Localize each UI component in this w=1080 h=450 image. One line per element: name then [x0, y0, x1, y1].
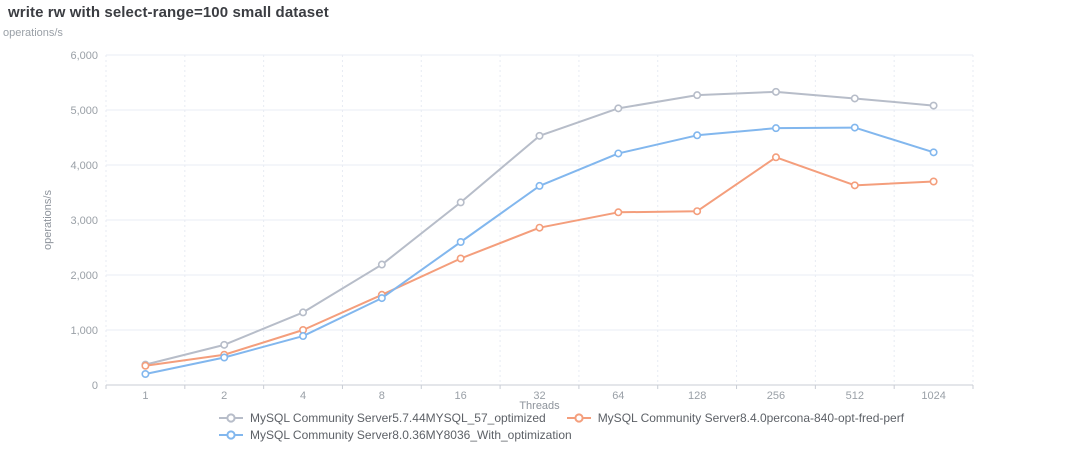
data-point[interactable] [299, 308, 308, 317]
data-point[interactable] [850, 123, 859, 132]
legend-item-mysql-8036[interactable]: MySQL Community Server8.0.36MY8036_With_… [218, 428, 572, 442]
data-point[interactable] [771, 87, 780, 96]
y-tick-label: 1,000 [70, 325, 98, 337]
x-tick-label: 8 [379, 390, 385, 402]
data-point[interactable] [614, 149, 623, 158]
data-point[interactable] [535, 223, 544, 232]
x-tick-label: 16 [455, 390, 467, 402]
data-point[interactable] [614, 104, 623, 113]
data-point[interactable] [141, 361, 150, 370]
data-point[interactable] [693, 131, 702, 140]
data-point[interactable] [693, 207, 702, 216]
data-point[interactable] [614, 208, 623, 217]
y-units-label: operations/s [3, 27, 63, 39]
data-point[interactable] [535, 131, 544, 140]
y-tick-label: 4,000 [70, 160, 98, 172]
x-axis-title: Threads [519, 400, 560, 412]
x-tick-label: 2 [221, 390, 227, 402]
data-point[interactable] [771, 153, 780, 162]
data-point[interactable] [771, 124, 780, 133]
legend-item-label: MySQL Community Server8.0.36MY8036_With_… [250, 428, 572, 442]
y-tick-label: 6,000 [70, 50, 98, 62]
data-point[interactable] [456, 254, 465, 263]
x-tick-label: 512 [846, 390, 864, 402]
legend-line-circle-marker-icon [219, 413, 243, 423]
data-point[interactable] [220, 340, 229, 349]
chart-title: write rw with select-range=100 small dat… [8, 4, 329, 21]
legend-line-circle-marker-icon [219, 430, 243, 440]
x-tick-label: 1024 [921, 390, 945, 402]
legend-item-label: MySQL Community Server5.7.44MYSQL_57_opt… [250, 411, 546, 425]
legend-item-label: MySQL Community Server8.4.0percona-840-o… [597, 411, 905, 425]
legend-row-2: MySQL Community Server8.0.36MY8036_With_… [218, 428, 904, 442]
data-point[interactable] [377, 260, 386, 269]
data-point[interactable] [850, 94, 859, 103]
data-point[interactable] [693, 91, 702, 100]
x-tick-label: 256 [767, 390, 785, 402]
data-point[interactable] [850, 181, 859, 190]
data-point[interactable] [377, 294, 386, 303]
data-point[interactable] [929, 148, 938, 157]
y-tick-label: 3,000 [70, 215, 98, 227]
y-tick-label: 5,000 [70, 105, 98, 117]
data-point[interactable] [456, 238, 465, 247]
x-tick-label: 32 [533, 390, 545, 402]
y-tick-label: 0 [92, 380, 98, 392]
legend-line-circle-marker-icon [566, 413, 591, 423]
legend-row-1: MySQL Community Server5.7.44MYSQL_57_opt… [218, 411, 904, 425]
y-tick-label: 2,000 [70, 270, 98, 282]
x-tick-label: 64 [612, 390, 624, 402]
x-tick-label: 128 [688, 390, 706, 402]
data-point[interactable] [456, 198, 465, 207]
data-point[interactable] [141, 369, 150, 378]
y-axis-title: operations/s [42, 190, 54, 250]
data-point[interactable] [220, 353, 229, 362]
legend-item-mysql-5744[interactable]: MySQL Community Server5.7.44MYSQL_57_opt… [218, 411, 546, 425]
legend-item-mysql-840-percona[interactable]: MySQL Community Server8.4.0percona-840-o… [566, 411, 904, 425]
data-point[interactable] [929, 177, 938, 186]
data-point[interactable] [929, 101, 938, 110]
x-tick-label: 1 [142, 390, 148, 402]
chart-legend: MySQL Community Server5.7.44MYSQL_57_opt… [218, 411, 904, 442]
data-point[interactable] [535, 181, 544, 190]
data-point[interactable] [299, 332, 308, 341]
x-tick-label: 4 [300, 390, 306, 402]
